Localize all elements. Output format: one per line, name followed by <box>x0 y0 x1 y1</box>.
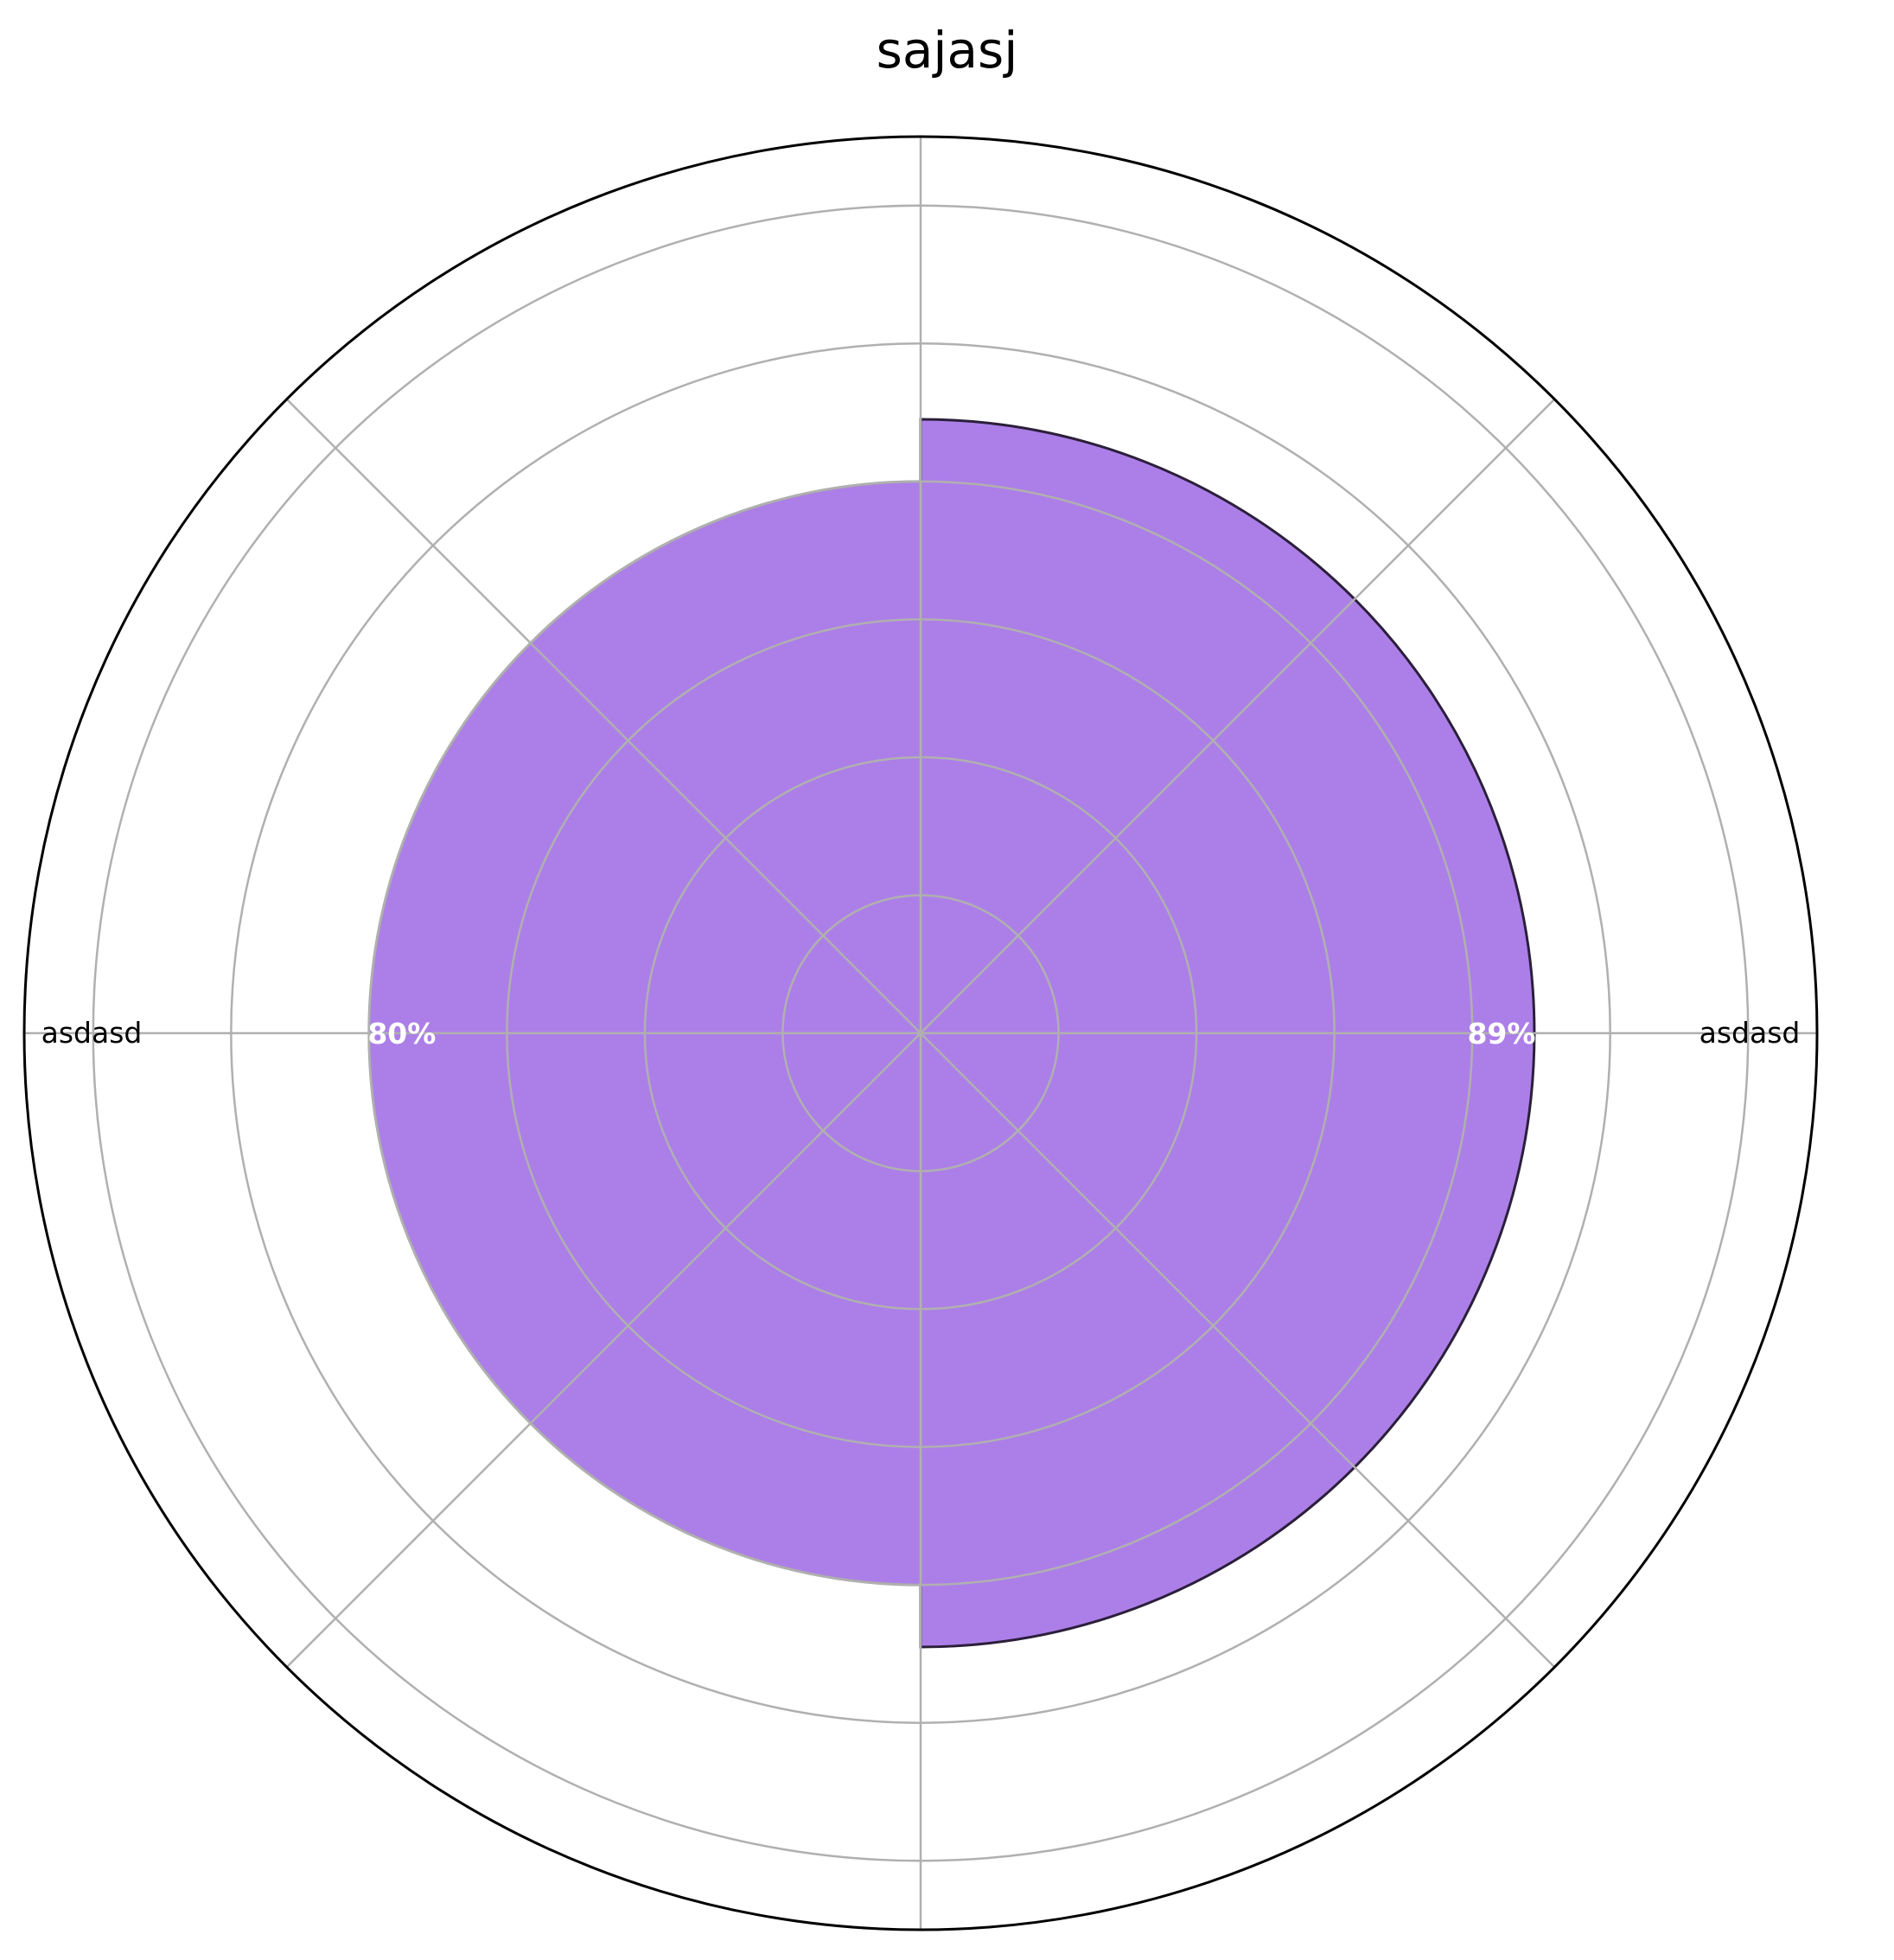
outer-circle <box>22 135 1819 1931</box>
value-label-0: 89% <box>1467 1017 1535 1050</box>
theta-gridline-3 <box>285 398 921 1034</box>
grid-layer <box>22 135 1819 1931</box>
value-label-1: 80% <box>367 1017 436 1050</box>
theta-gridline-5 <box>285 1032 921 1669</box>
chart-title: sajasj <box>876 21 1018 80</box>
category-label-0: asdasd <box>1699 1016 1801 1050</box>
theta-gridline-7 <box>920 1032 1556 1669</box>
labels-layer: asdasd asdasd 89% 80% <box>41 1016 1801 1050</box>
category-label-1: asdasd <box>41 1016 143 1050</box>
theta-gridline-1 <box>920 398 1556 1034</box>
